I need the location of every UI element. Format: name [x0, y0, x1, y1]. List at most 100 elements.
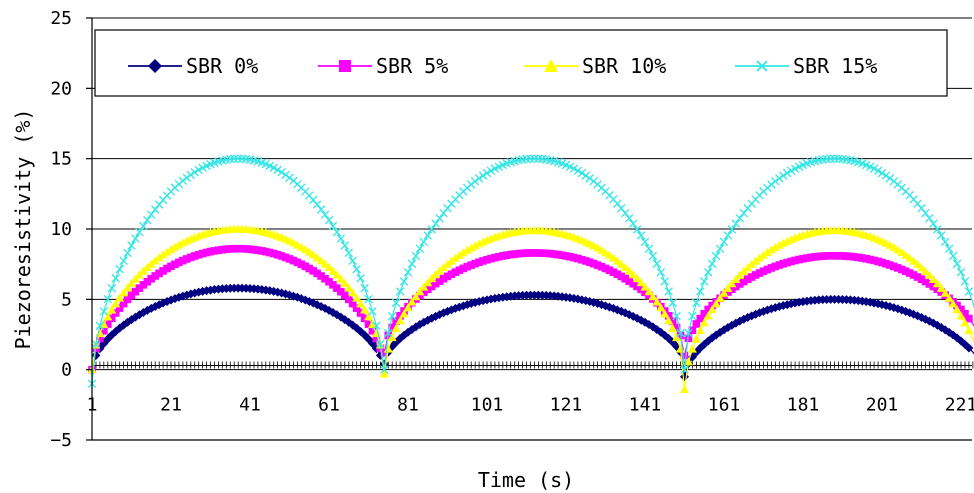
data-point [269, 249, 278, 258]
data-point [171, 260, 179, 269]
data-point [190, 252, 199, 260]
data-point [546, 249, 554, 258]
data-point [242, 245, 250, 253]
data-point [664, 311, 673, 320]
data-point [894, 264, 902, 272]
data-point [143, 277, 152, 286]
data-point [380, 348, 389, 357]
data-point [869, 164, 879, 173]
data-point [162, 247, 172, 256]
data-point [466, 243, 476, 252]
data-point [446, 256, 456, 265]
data-point [711, 299, 721, 308]
data-point [909, 271, 918, 279]
data-point [491, 253, 499, 262]
data-point [399, 277, 409, 286]
y-tick-labels: −5 0 5 10 15 20 25 [50, 8, 72, 451]
data-point [644, 287, 654, 296]
legend: SBR 0% SBR 5% SBR 10% SBR 15% [94, 29, 948, 97]
data-point [940, 237, 950, 247]
data-point [719, 288, 729, 297]
data-point [364, 294, 373, 304]
data-point [348, 299, 357, 308]
data-point [759, 267, 768, 276]
data-point [550, 250, 558, 258]
data-point [316, 205, 326, 214]
data-point [392, 317, 400, 325]
data-point [771, 177, 780, 186]
data-point [368, 307, 377, 316]
data-point [897, 265, 906, 274]
data-point [905, 269, 914, 277]
data-point [795, 255, 803, 264]
data-point [423, 278, 433, 287]
data-point [637, 285, 645, 294]
data-point [166, 245, 176, 254]
data-point [419, 237, 429, 247]
data-point [640, 282, 650, 291]
data-point [462, 245, 472, 254]
x-tick-label: 181 [787, 395, 820, 416]
data-point [965, 314, 973, 323]
data-point [131, 287, 140, 296]
data-point [715, 293, 725, 302]
data-point [367, 319, 377, 329]
data-point [763, 265, 772, 274]
data-point [601, 264, 610, 273]
data-point [870, 256, 878, 265]
data-point [387, 311, 397, 321]
data-point [672, 311, 681, 321]
data-point [668, 298, 677, 308]
x-tick-label: 221 [945, 395, 974, 416]
data-point [766, 245, 776, 254]
data-point [514, 249, 523, 258]
data-point [119, 288, 129, 297]
data-point [340, 278, 350, 287]
data-point [920, 266, 930, 276]
data-point [736, 280, 744, 288]
data-point [344, 248, 354, 258]
data-point [312, 253, 322, 262]
data-point [755, 269, 764, 277]
data-point [526, 154, 535, 164]
data-point [723, 283, 733, 292]
data-point [936, 231, 946, 240]
data-point [420, 288, 428, 297]
data-point [672, 323, 681, 332]
data-point [632, 225, 642, 234]
data-point [341, 291, 349, 300]
data-point [439, 274, 448, 283]
data-point [878, 258, 886, 267]
data-point [862, 254, 870, 263]
data-point [641, 288, 649, 297]
data-point [96, 334, 104, 343]
data-point [617, 272, 626, 281]
data-point [660, 309, 670, 318]
data-point [336, 274, 346, 283]
data-point [779, 259, 788, 268]
data-point [281, 170, 290, 180]
data-point [91, 339, 101, 349]
data-point [316, 256, 326, 265]
data-point [479, 257, 487, 265]
data-point [873, 166, 883, 176]
data-point [774, 240, 784, 249]
data-point [95, 321, 105, 331]
data-point [435, 213, 444, 223]
data-point [146, 210, 156, 219]
data-point [787, 257, 795, 266]
data-point [692, 298, 701, 308]
data-point [917, 263, 926, 272]
data-point [691, 334, 701, 343]
data-point [755, 253, 765, 262]
data-point [925, 280, 934, 288]
data-point [107, 314, 116, 323]
data-point [656, 303, 666, 312]
data-point [273, 165, 282, 175]
data-point [960, 277, 970, 286]
data-point [107, 305, 117, 314]
data-point [233, 154, 243, 163]
data-point [388, 323, 396, 332]
data-point [329, 281, 337, 289]
data-point [743, 275, 752, 284]
